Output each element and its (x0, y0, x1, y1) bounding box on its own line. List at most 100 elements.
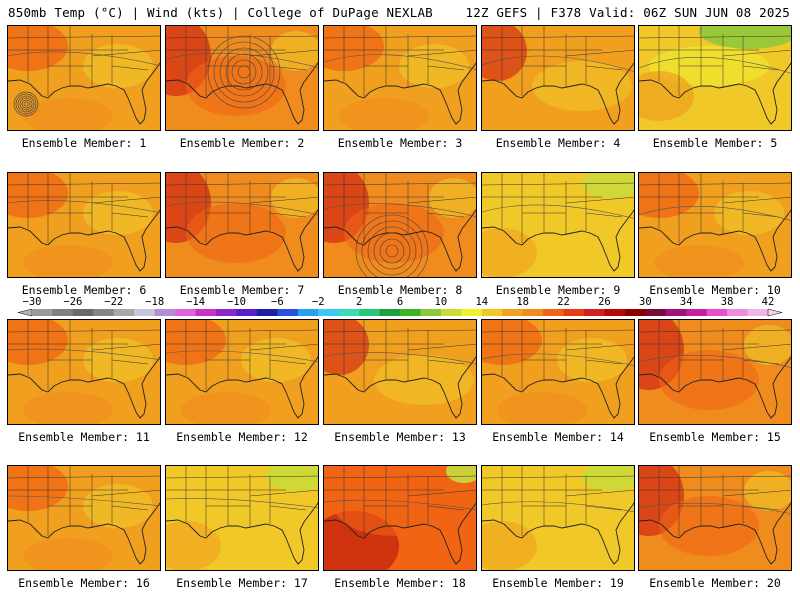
colorbar-segment (338, 309, 360, 316)
ensemble-member-map[interactable] (638, 172, 792, 278)
state-border (166, 475, 318, 479)
state-border (427, 505, 465, 511)
ensemble-member-map[interactable] (165, 172, 319, 278)
colorbar-tick-label: 30 (639, 296, 652, 308)
state-border (722, 489, 791, 497)
colorbar-segment (113, 309, 135, 316)
temperature-field (482, 228, 537, 277)
low-pressure-contour (361, 220, 423, 277)
colorbar-svg (17, 308, 783, 317)
coastline (482, 356, 634, 419)
temperature-field (83, 44, 153, 88)
temperature-field (582, 173, 634, 198)
contour-line (324, 54, 476, 70)
temperature-field (532, 61, 632, 111)
contour-line (639, 355, 791, 368)
colorbar-segment (706, 309, 728, 316)
temperature-field (582, 466, 634, 491)
colorbar-segment (236, 309, 258, 316)
map-svg (639, 173, 791, 277)
state-border (407, 489, 476, 497)
coastline (8, 356, 160, 419)
contour-line (639, 57, 791, 74)
state-border (565, 196, 634, 204)
temperature-field (23, 98, 113, 130)
low-pressure-contour (355, 214, 429, 277)
map-svg (639, 466, 791, 570)
colorbar-tick-label: −18 (145, 296, 165, 308)
ensemble-member-map[interactable] (481, 319, 635, 425)
state-border (482, 329, 634, 333)
state-border (111, 212, 149, 218)
ensemble-member-map[interactable] (638, 25, 792, 131)
ensemble-member-map[interactable] (481, 25, 635, 131)
ensemble-member-map[interactable] (7, 25, 161, 131)
colorbar-tick-label: 38 (720, 296, 734, 308)
state-border (91, 489, 160, 497)
ensemble-member-map[interactable] (7, 172, 161, 278)
coastline (8, 502, 160, 565)
contour-line (8, 348, 160, 361)
colorbar-tick-label: −10 (226, 296, 246, 308)
ensemble-member-map[interactable] (638, 319, 792, 425)
map-svg (8, 173, 160, 277)
map-svg (639, 320, 791, 424)
state-border (8, 35, 160, 39)
temperature-field (23, 245, 113, 277)
map-svg (166, 466, 318, 570)
ensemble-member-map[interactable] (323, 319, 477, 425)
low-pressure-contour (231, 59, 257, 85)
ensemble-member-map[interactable] (7, 319, 161, 425)
coastline (8, 209, 160, 272)
colorbar-segment (584, 309, 605, 316)
map-svg (324, 320, 476, 424)
ensemble-member-map[interactable] (481, 465, 635, 571)
ensemble-member-map[interactable] (323, 25, 477, 131)
coastline (324, 502, 476, 565)
colorbar-tick-label: −2 (311, 296, 325, 308)
colorbar-segment (154, 309, 176, 316)
ensemble-member-map[interactable] (165, 319, 319, 425)
colorbar-segment (400, 309, 421, 316)
ensemble-member-map[interactable] (323, 465, 477, 571)
state-border (585, 212, 623, 218)
colorbar-segment (645, 309, 667, 316)
state-border (742, 359, 780, 365)
map-svg (482, 26, 634, 130)
ensemble-member-caption: Ensemble Member: 10 (649, 283, 781, 297)
colorbar-tick-label: 2 (355, 296, 363, 308)
low-pressure-contour (219, 47, 269, 97)
colorbar-tick-label: 42 (761, 296, 775, 308)
colorbar-segment (216, 309, 237, 316)
ensemble-member-caption: Ensemble Member: 17 (176, 576, 308, 590)
low-pressure-contour (385, 244, 399, 258)
colorbar-segment (318, 309, 339, 316)
ensemble-member-map[interactable] (165, 25, 319, 131)
ensemble-member-caption: Ensemble Member: 16 (18, 576, 150, 590)
colorbar-segment (686, 309, 707, 316)
temperature-field (181, 392, 271, 424)
ensemble-member-caption: Ensemble Member: 2 (179, 136, 305, 150)
colorbar-segment (624, 309, 646, 316)
ensemble-member-map[interactable] (323, 172, 477, 278)
temperature-field (374, 355, 474, 405)
coastline (482, 62, 634, 125)
contour-line (482, 353, 634, 366)
ensemble-member-map[interactable] (165, 465, 319, 571)
state-border (639, 35, 791, 39)
colorbar-segment (543, 309, 564, 316)
ensemble-member-map[interactable] (7, 465, 161, 571)
map-svg (166, 26, 318, 130)
ensemble-member-map[interactable] (638, 465, 792, 571)
coastline (482, 209, 634, 272)
state-border (8, 182, 160, 186)
contour-line (482, 204, 634, 219)
temperature-field (744, 471, 791, 511)
ensemble-member-map[interactable] (481, 172, 635, 278)
state-border (269, 505, 307, 511)
temperature-field (241, 338, 311, 382)
state-border (249, 343, 318, 351)
coastline (324, 356, 476, 419)
colorbar-segment (440, 309, 462, 316)
contour-line (324, 352, 476, 364)
